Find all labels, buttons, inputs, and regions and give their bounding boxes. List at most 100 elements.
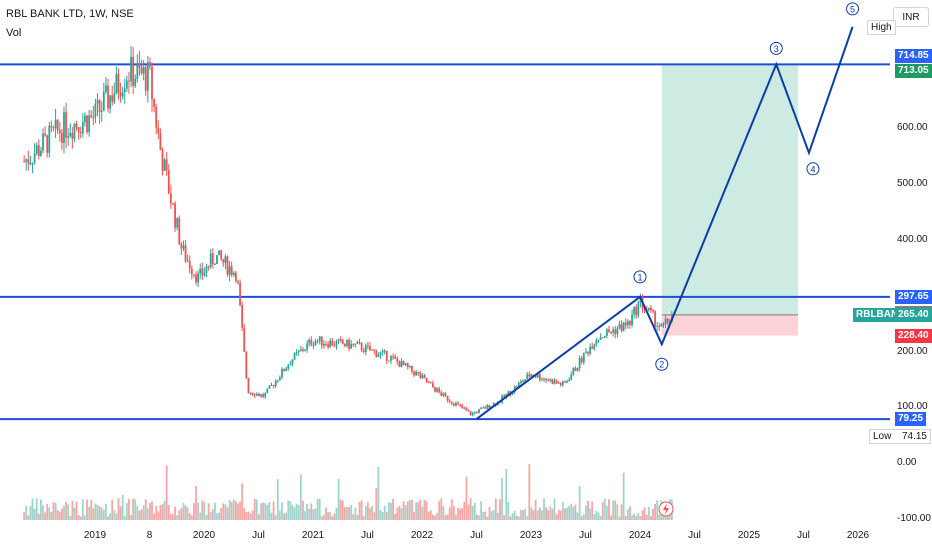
candle-body <box>138 63 141 68</box>
candle-body <box>96 99 99 104</box>
volume-bar <box>266 504 269 520</box>
candle-body <box>54 119 57 129</box>
candle-body <box>492 403 495 407</box>
volume-bar <box>524 508 527 520</box>
price-tick: 400.00 <box>897 233 928 245</box>
candle-body <box>176 218 179 228</box>
candle-body <box>174 203 176 228</box>
candle-body <box>128 80 130 82</box>
candle-body <box>354 343 357 345</box>
volume-bar <box>496 512 499 520</box>
volume-bar <box>507 502 510 520</box>
candle-body <box>536 374 539 378</box>
price-tick: -100.00 <box>897 513 931 525</box>
volume-bar <box>281 502 283 520</box>
volume-bar <box>528 464 531 520</box>
candle-body <box>392 356 394 358</box>
volume-bar <box>69 516 72 520</box>
volume-bar <box>54 502 57 520</box>
candle-body <box>260 394 262 397</box>
candle-body <box>251 392 254 395</box>
price-tick: 500.00 <box>897 177 928 189</box>
volume-bar <box>218 512 220 520</box>
candle-body <box>63 112 65 143</box>
volume-bar <box>193 503 195 520</box>
candle-body <box>547 380 550 382</box>
volume-bar <box>643 507 646 520</box>
candle-body <box>587 351 589 354</box>
volume-bar <box>96 504 99 520</box>
candle-body <box>434 387 436 392</box>
volume-bar <box>631 515 633 520</box>
candle-body <box>610 332 612 334</box>
volume-bar <box>339 499 342 520</box>
volume-bar <box>620 504 623 520</box>
candle-body <box>42 133 44 151</box>
currency-button[interactable]: INR <box>893 7 929 27</box>
volume-bar <box>343 507 346 520</box>
candle-body <box>167 170 170 194</box>
volume-bar <box>207 503 210 520</box>
volume-bar <box>268 502 271 520</box>
volume-bar <box>60 508 63 520</box>
candle-body <box>488 404 491 409</box>
volume-bar <box>56 510 59 520</box>
candle-body <box>660 324 663 327</box>
volume-bar <box>536 510 539 520</box>
volume-bar <box>291 504 294 520</box>
candle-body <box>84 115 86 123</box>
candle-body <box>417 371 420 374</box>
candle-body <box>471 412 474 416</box>
volume-bar <box>258 514 260 520</box>
candle-body <box>666 318 669 323</box>
volume-bar <box>587 500 589 520</box>
candle-body <box>595 340 598 345</box>
volume-bar <box>656 500 659 520</box>
volume-bar <box>102 509 105 520</box>
time-tick: 2023 <box>519 530 543 541</box>
candle-body <box>159 133 162 151</box>
candle-body <box>199 268 202 274</box>
volume-bar <box>119 506 122 520</box>
volume-bar <box>394 513 397 520</box>
volume-bar <box>341 500 344 520</box>
volume-bar <box>132 498 135 520</box>
candle-body <box>163 159 166 171</box>
wave-label-circle <box>846 2 860 16</box>
volume-bar <box>306 503 309 520</box>
time-tick: 2022 <box>410 530 434 541</box>
price-tag: 297.65 <box>895 289 932 304</box>
volume-bar <box>176 515 179 520</box>
volume-bar <box>425 501 428 520</box>
volume-bar <box>654 504 656 520</box>
candle-body <box>469 411 472 416</box>
candle-body <box>79 132 82 134</box>
candle-body <box>117 73 120 93</box>
volume-bar <box>346 506 348 520</box>
volume-bar <box>253 498 256 520</box>
candle-body <box>369 346 371 351</box>
volume-bar <box>52 502 55 520</box>
candle-body <box>450 401 453 404</box>
volume-bar <box>595 510 598 520</box>
volume-bar <box>360 500 363 520</box>
volume-bar <box>547 510 550 520</box>
candle-body <box>394 356 397 359</box>
candle-body <box>457 403 459 405</box>
volume-bar <box>490 511 493 520</box>
volume-bar <box>90 499 93 520</box>
candle-body <box>350 343 353 349</box>
candle-body <box>226 256 229 275</box>
volume-bar <box>629 506 631 520</box>
price-tick: 200.00 <box>897 345 928 357</box>
volume-bar <box>153 513 156 520</box>
candle-body <box>67 136 70 138</box>
volume-bar <box>383 505 386 520</box>
candle-body <box>637 302 640 316</box>
candle-body <box>566 381 568 383</box>
candle-body <box>371 349 374 351</box>
volume-bar <box>459 509 462 520</box>
time-tick: 2019 <box>83 530 107 541</box>
volume-bar <box>513 510 516 520</box>
